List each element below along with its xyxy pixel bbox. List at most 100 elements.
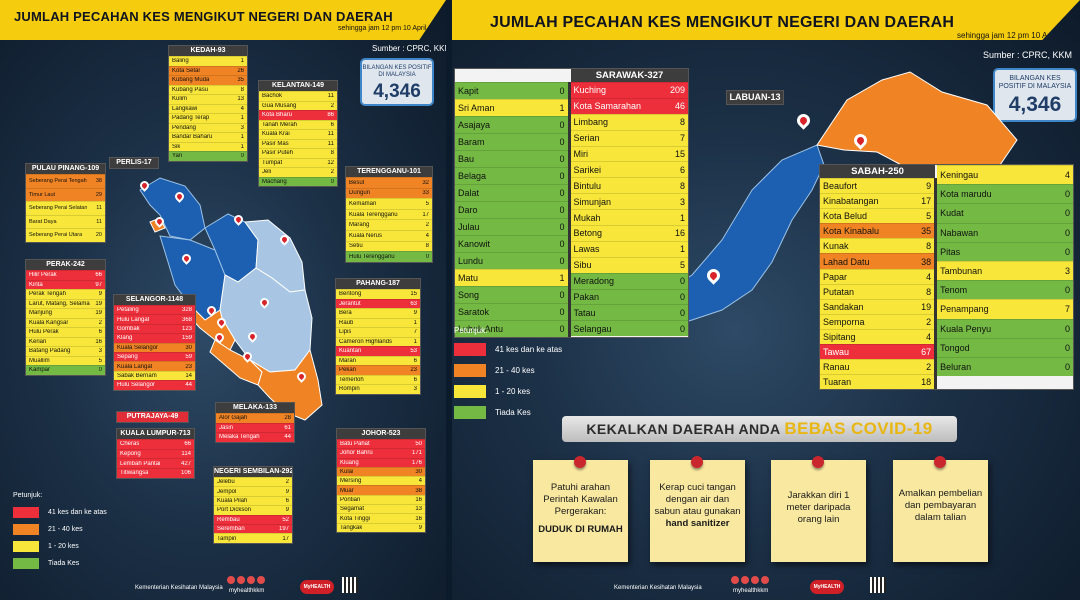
district-name: Manjung: [29, 310, 53, 317]
case-count: 0: [1064, 208, 1070, 219]
table-title: PERLIS-17: [110, 158, 158, 168]
table-row: Sepang 59: [114, 351, 195, 362]
table-row: Lembah Pantai 427: [117, 458, 194, 469]
right-legend: Petunjuk: 41 kes dan ke atas 21 - 40 kes…: [454, 326, 562, 425]
legend-item: 21 - 40 kes: [495, 366, 535, 375]
table-row: Beluran 0: [937, 356, 1073, 377]
table-title: PUTRAJAYA-49: [117, 412, 188, 422]
note-text: Kerap cuci tangan dengan air dan sabun a…: [654, 482, 741, 517]
district-name: Selangau: [573, 323, 612, 334]
table-row: Kanowit 0: [455, 235, 568, 252]
district-name: Pontian: [340, 496, 361, 503]
table-row: Putatan 8: [820, 283, 935, 299]
district-name: Semporna: [823, 316, 865, 327]
table-row: Lahad Datu 38: [820, 253, 935, 269]
sabah-shape: [816, 71, 1018, 181]
table-title: KELANTAN-149: [259, 81, 337, 91]
case-count: 61: [284, 424, 291, 431]
table-selangor: SELANGOR-1148 Petaling 328 Hulu Langat 368 G…: [113, 294, 196, 391]
table-row: Bintulu 8: [570, 177, 688, 194]
sticky-note-wash-hands: Kerap cuci tangan dengan air dan sabun a…: [650, 456, 745, 562]
table-title: KEDAH-93: [169, 46, 247, 56]
case-count: 0: [559, 171, 565, 181]
district-name: Dungun: [349, 190, 371, 197]
table-row: Tambunan 3: [937, 260, 1073, 281]
case-count: 86: [327, 112, 334, 119]
table-row: Setiu 8: [346, 240, 432, 252]
table-row: Rompin 3: [336, 384, 420, 394]
case-count: 0: [1064, 285, 1070, 296]
district-name: Bentong: [339, 291, 362, 298]
district-name: Besut: [349, 179, 365, 186]
table-row: Yan 0: [169, 151, 247, 161]
case-count: 14: [185, 372, 192, 379]
case-count: 123: [181, 325, 192, 332]
table-row: Melaka Tengah 44: [216, 432, 294, 442]
table-row: Kuantan 53: [336, 346, 420, 356]
table-row: Tawau 67: [820, 344, 935, 360]
table-row: Kulim 13: [169, 94, 247, 104]
case-count: 0: [559, 205, 565, 215]
left-handle: myhealthkkm: [229, 588, 265, 594]
right-subtitle: sehingga jam 12 pm 10 April 2020: [957, 31, 1078, 40]
case-count: 2: [98, 319, 102, 326]
table-row: Jeli 2: [259, 167, 337, 177]
district-name: Lundu: [458, 256, 484, 266]
legend-title: Petunjuk:: [454, 326, 488, 335]
table-row: Kulai 30: [337, 466, 425, 477]
table-row: Tumpat 12: [259, 157, 337, 167]
table-kedah: KEDAH-93 Baling 1 Kota Setar 26 Kubang Muda 3…: [168, 45, 248, 162]
instagram-icon: [257, 576, 265, 584]
district-name: Hulu Langat: [117, 316, 150, 323]
table-melaka: MELAKA-133 Alor Gajah 28 Jasin 61 Melaka Ten…: [215, 402, 295, 443]
table-row: Kubang Muda 35: [169, 75, 247, 85]
district-name: Sepang: [117, 354, 138, 361]
case-count: 16: [415, 515, 422, 522]
case-count: 1: [679, 244, 685, 255]
table-title: MELAKA-133: [216, 403, 294, 413]
legend-item: 1 - 20 kes: [48, 543, 79, 550]
table-row: Jelebu 2: [214, 477, 292, 487]
case-count: 30: [415, 469, 422, 476]
table-row: Johor Bahru 171: [337, 448, 425, 458]
district-name: Tawau: [823, 347, 850, 358]
district-name: Beaufort: [823, 181, 858, 192]
district-name: Nabawan: [940, 227, 979, 238]
case-count: 16: [95, 338, 102, 345]
note-text: Jarakkan diri 1 meter daripada orang lai…: [786, 490, 851, 525]
case-count: 0: [679, 323, 685, 334]
case-count: 4: [926, 331, 932, 342]
left-total-label: BILANGAN KES POSITIF DI MALAYSIA: [362, 65, 432, 78]
case-count: 17: [921, 196, 932, 207]
facebook-icon: [731, 576, 739, 584]
district-name: Tambunan: [940, 266, 983, 277]
district-name: Cheras: [120, 441, 140, 448]
table-row: Kampar 0: [26, 365, 105, 375]
twitter-icon: [237, 576, 245, 584]
right-total-value: 4,346: [1008, 93, 1062, 116]
district-name: Setiu: [349, 243, 363, 250]
district-name: Machang: [262, 178, 287, 185]
district-name: Kuala Krai: [262, 131, 290, 138]
case-count: 38: [415, 487, 422, 494]
table-row: Kapit 0: [455, 82, 568, 99]
table-putrajaya: PUTRAJAYA-49: [116, 411, 189, 423]
district-name: Meradong: [573, 276, 615, 287]
district-name: Tangkak: [340, 524, 363, 531]
case-count: 2: [330, 102, 334, 109]
table-row: Kota Kinabalu 35: [820, 223, 935, 239]
district-name: Kota Samarahan: [573, 101, 642, 112]
table-row: Serian 7: [570, 129, 688, 146]
note-bold: DUDUK DI RUMAH: [538, 524, 623, 535]
district-name: Kubang Pasu: [172, 86, 209, 93]
district-name: Gua Musang: [262, 102, 297, 109]
case-count: 6: [98, 329, 102, 336]
case-count: 17: [282, 535, 289, 542]
table-row: Kota Belud 5: [820, 208, 935, 224]
case-count: 1: [240, 58, 244, 65]
district-name: Melaka Tengah: [219, 434, 260, 441]
case-count: 7: [1064, 304, 1070, 315]
case-count: 52: [282, 516, 289, 523]
table-sabah: SABAH-250 Beaufort 9 Kinabatangan 17 Kota Be…: [819, 164, 1074, 391]
case-count: 5: [98, 357, 102, 364]
